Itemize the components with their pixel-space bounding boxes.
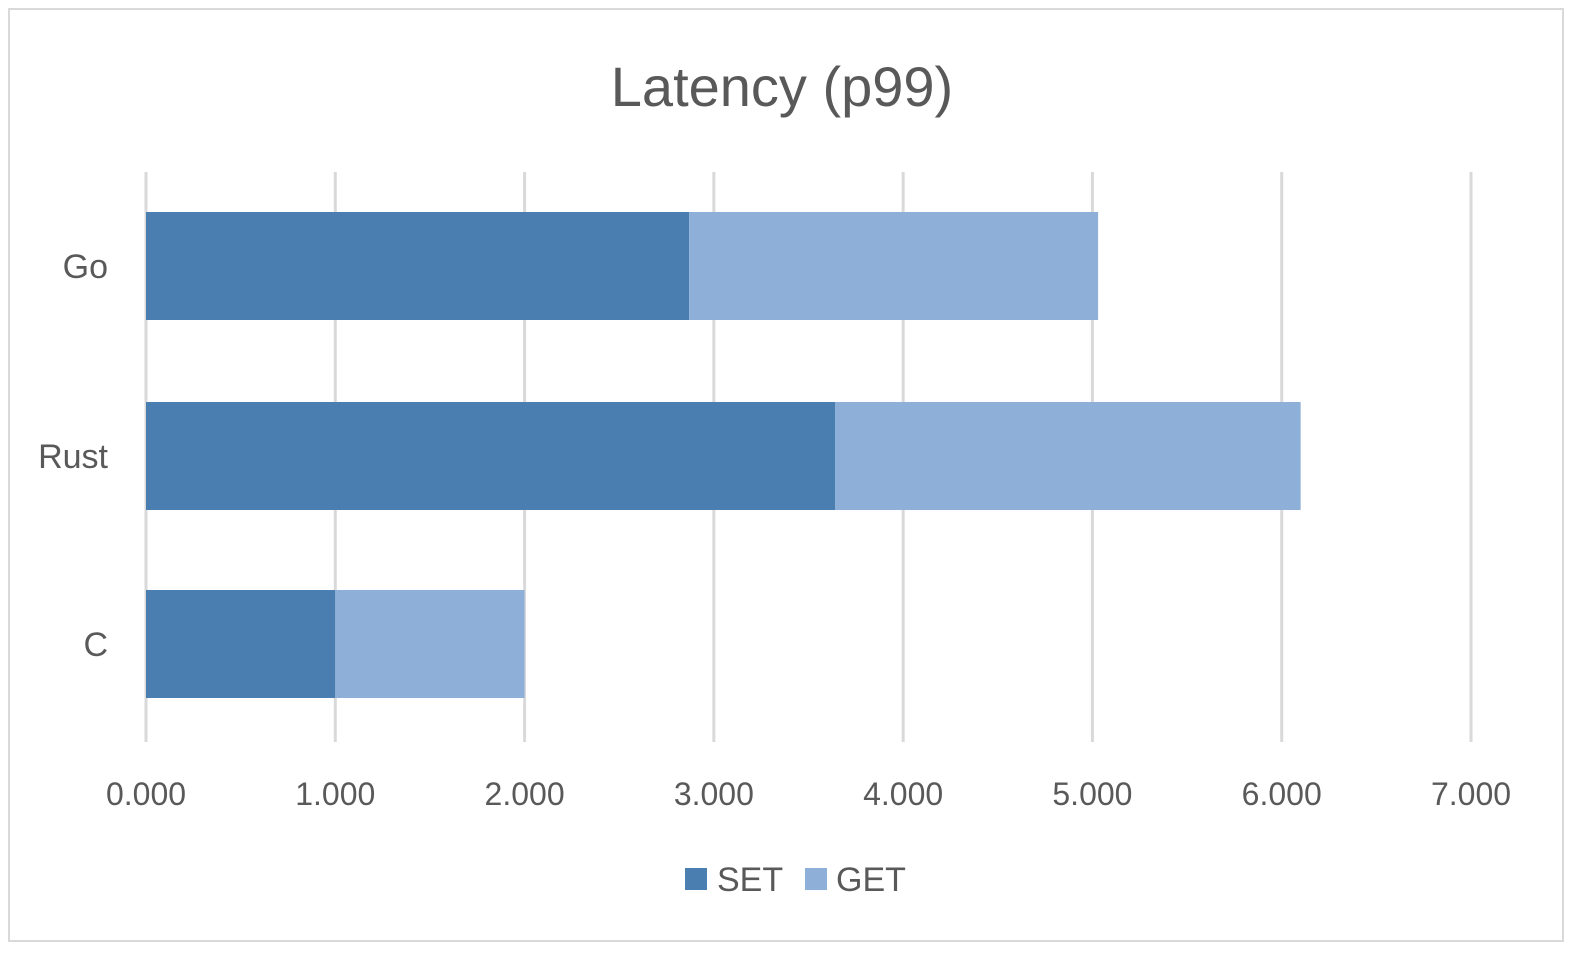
bar-c-get xyxy=(335,590,525,698)
category-label-c: C xyxy=(83,626,108,664)
category-label-go: Go xyxy=(63,248,108,286)
legend-label-get: GET xyxy=(836,861,906,899)
x-tick-label: 1.000 xyxy=(295,776,375,812)
x-tick-label: 3.000 xyxy=(674,776,754,812)
bars xyxy=(146,212,1301,698)
x-tick-label: 4.000 xyxy=(863,776,943,812)
x-tick-label: 6.000 xyxy=(1242,776,1322,812)
bar-go-get xyxy=(689,212,1099,320)
legend-swatch-set xyxy=(685,868,707,890)
legend: SET GET xyxy=(685,861,906,899)
legend-label-set: SET xyxy=(717,861,783,899)
x-tick-label: 7.000 xyxy=(1431,776,1511,812)
legend-swatch-get xyxy=(805,868,827,890)
bar-rust-get xyxy=(835,402,1301,510)
x-tick-label: 2.000 xyxy=(485,776,565,812)
x-tick-label: 5.000 xyxy=(1052,776,1132,812)
category-label-rust: Rust xyxy=(38,438,108,476)
y-axis-categories: Go Rust C xyxy=(38,248,108,664)
x-axis-ticks: 0.000 1.000 2.000 3.000 4.000 5.000 6.000 7.000 xyxy=(106,776,1511,812)
bar-rust-set xyxy=(146,402,835,510)
x-tick-label: 0.000 xyxy=(106,776,186,812)
bar-go-set xyxy=(146,212,690,320)
chart-title: Latency (p99) xyxy=(611,55,953,118)
bar-c-set xyxy=(146,590,336,698)
